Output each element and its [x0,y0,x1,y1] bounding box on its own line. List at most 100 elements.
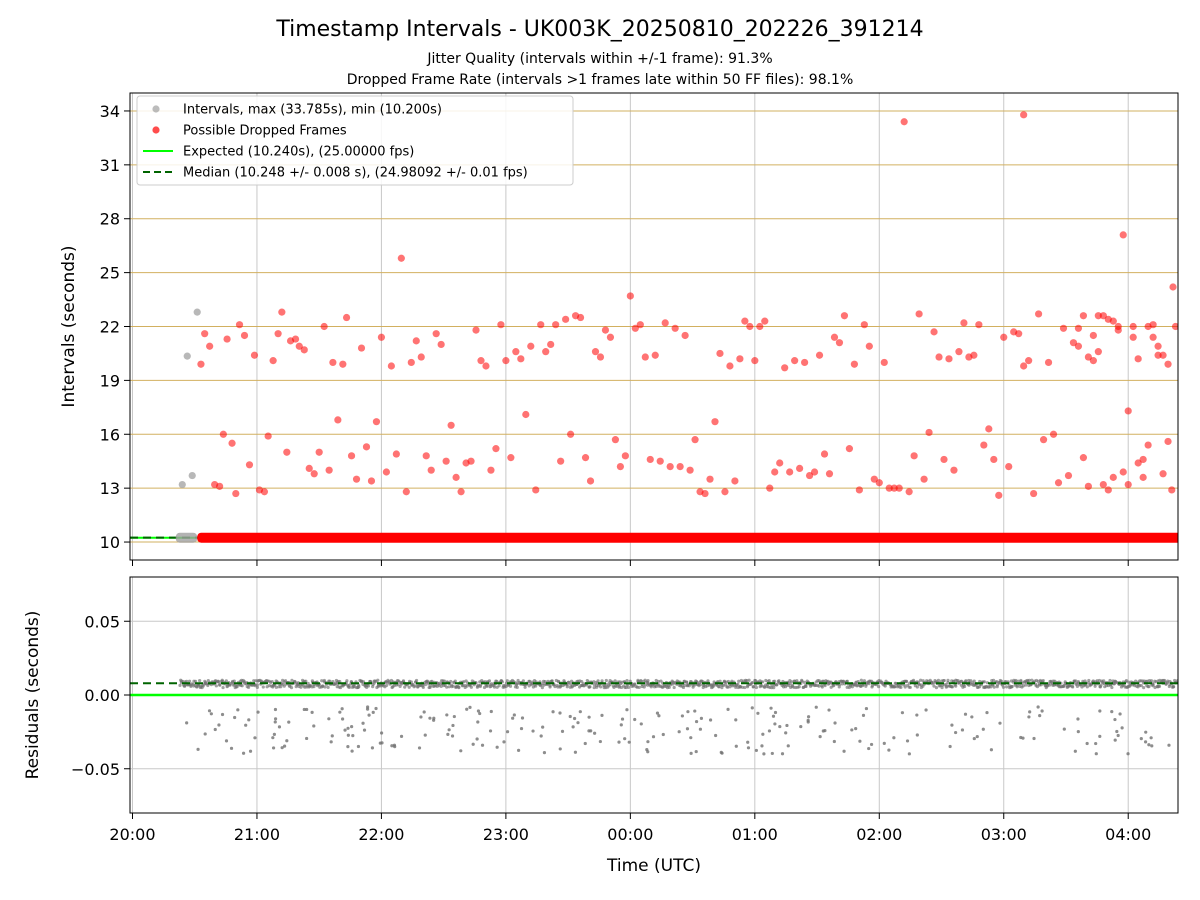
legend-label: Intervals, max (33.785s), min (10.200s) [183,103,442,118]
residual-point [329,740,333,744]
dropped-frame-point [786,468,794,476]
residual-point [213,727,217,732]
residual-point [287,720,291,724]
residual-point [476,720,480,724]
residual-point [480,743,485,747]
residual-point [970,715,974,719]
dropped-frame-point [955,348,963,356]
residual-point [600,679,604,683]
residual-point [694,749,698,754]
dropped-frame-point [228,439,236,447]
residual-point [639,679,643,683]
residual-point [780,752,785,756]
dropped-frame-point [736,355,744,363]
residual-point [1116,733,1120,738]
dropped-frame-point [930,328,938,336]
dropped-frame-point [651,351,659,359]
legend: Intervals, max (33.785s), min (10.200s) P… [136,95,574,186]
residual-point [950,723,954,727]
residual-point [178,683,182,687]
residual-point [542,751,547,755]
dropped-frame-point [1094,348,1102,356]
dropped-frame-point [320,322,328,331]
dropped-frame-point [666,463,674,471]
residual-point [272,732,276,736]
dropped-frame-point [1074,342,1083,350]
dropped-frame-point [1134,459,1142,467]
residual-point [936,678,941,683]
residual-point [832,683,836,687]
residual-point [273,707,278,712]
residual-point [778,724,782,729]
residual-point [950,685,954,689]
dropped-frame-point [756,322,764,331]
residual-point [924,708,928,712]
residual-point [565,685,569,689]
residual-point [832,739,836,744]
residual-point [229,746,234,750]
dropped-frame-point [646,455,654,464]
residual-point [414,678,419,683]
residual-point [457,685,461,689]
residual-point [508,684,513,688]
residual-point [903,685,907,689]
dropped-frame-point [367,477,376,485]
residual-point [633,717,637,722]
dropped-frame-point [1084,482,1092,490]
dropped-frame-point [681,331,689,340]
residual-point [992,685,996,689]
residual-point [255,685,259,689]
residual-point [521,679,525,683]
residual-point [371,710,375,714]
dropped-frame-point [232,489,240,498]
dropped-frame-point [278,308,286,316]
residual-point [370,746,375,750]
legend-label: Median (10.248 +/- 0.008 s), (24.98092 +… [183,166,528,181]
residual-point [719,750,723,754]
residual-point [459,749,463,753]
residual-point [960,728,965,732]
dropped-frame-point [761,317,769,325]
dropped-frame-point [260,488,269,496]
residual-point [633,682,637,686]
dropped-frame-point [362,443,371,451]
bottom-plot-area [130,577,1178,813]
residual-point [1016,679,1020,683]
residual-point [1134,679,1138,683]
residual-point [751,685,756,689]
dropped-frame-point [250,351,259,359]
residual-point [823,729,827,733]
residual-point [421,685,425,690]
bottom-xtick-label: 02:00 [856,825,902,844]
residual-point [327,717,331,721]
residual-point [887,748,891,752]
residual-point [469,685,473,689]
dropped-frame-point [1084,353,1092,361]
residual-point [1143,740,1148,744]
residual-point [1173,678,1177,683]
residual-point [328,679,332,683]
residual-point [899,685,903,689]
residual-point [683,683,687,688]
dropped-frame-point [240,331,249,340]
dropped-frame-point [1015,330,1023,338]
dropped-frame-point [935,353,943,361]
residual-point [520,716,525,720]
residual-point [672,685,676,690]
dropped-frame-point [472,326,480,334]
residual-point [1167,743,1171,747]
dropped-frame-point [482,362,490,370]
residual-point [539,734,543,738]
residual-point [623,737,627,741]
dropped-frame-point [940,455,948,464]
dropped-frame-point [701,489,709,498]
dropped-frame-point [1149,333,1157,341]
bottom-xtick-label: 04:00 [1105,825,1151,844]
residual-point [277,725,282,729]
dropped-frame-point [223,335,231,343]
bottom-ytick-label: 0.05 [84,612,120,631]
residual-point [963,712,968,716]
residual-point [598,739,602,744]
dropped-frame-point [900,118,908,126]
residual-point [698,727,703,731]
